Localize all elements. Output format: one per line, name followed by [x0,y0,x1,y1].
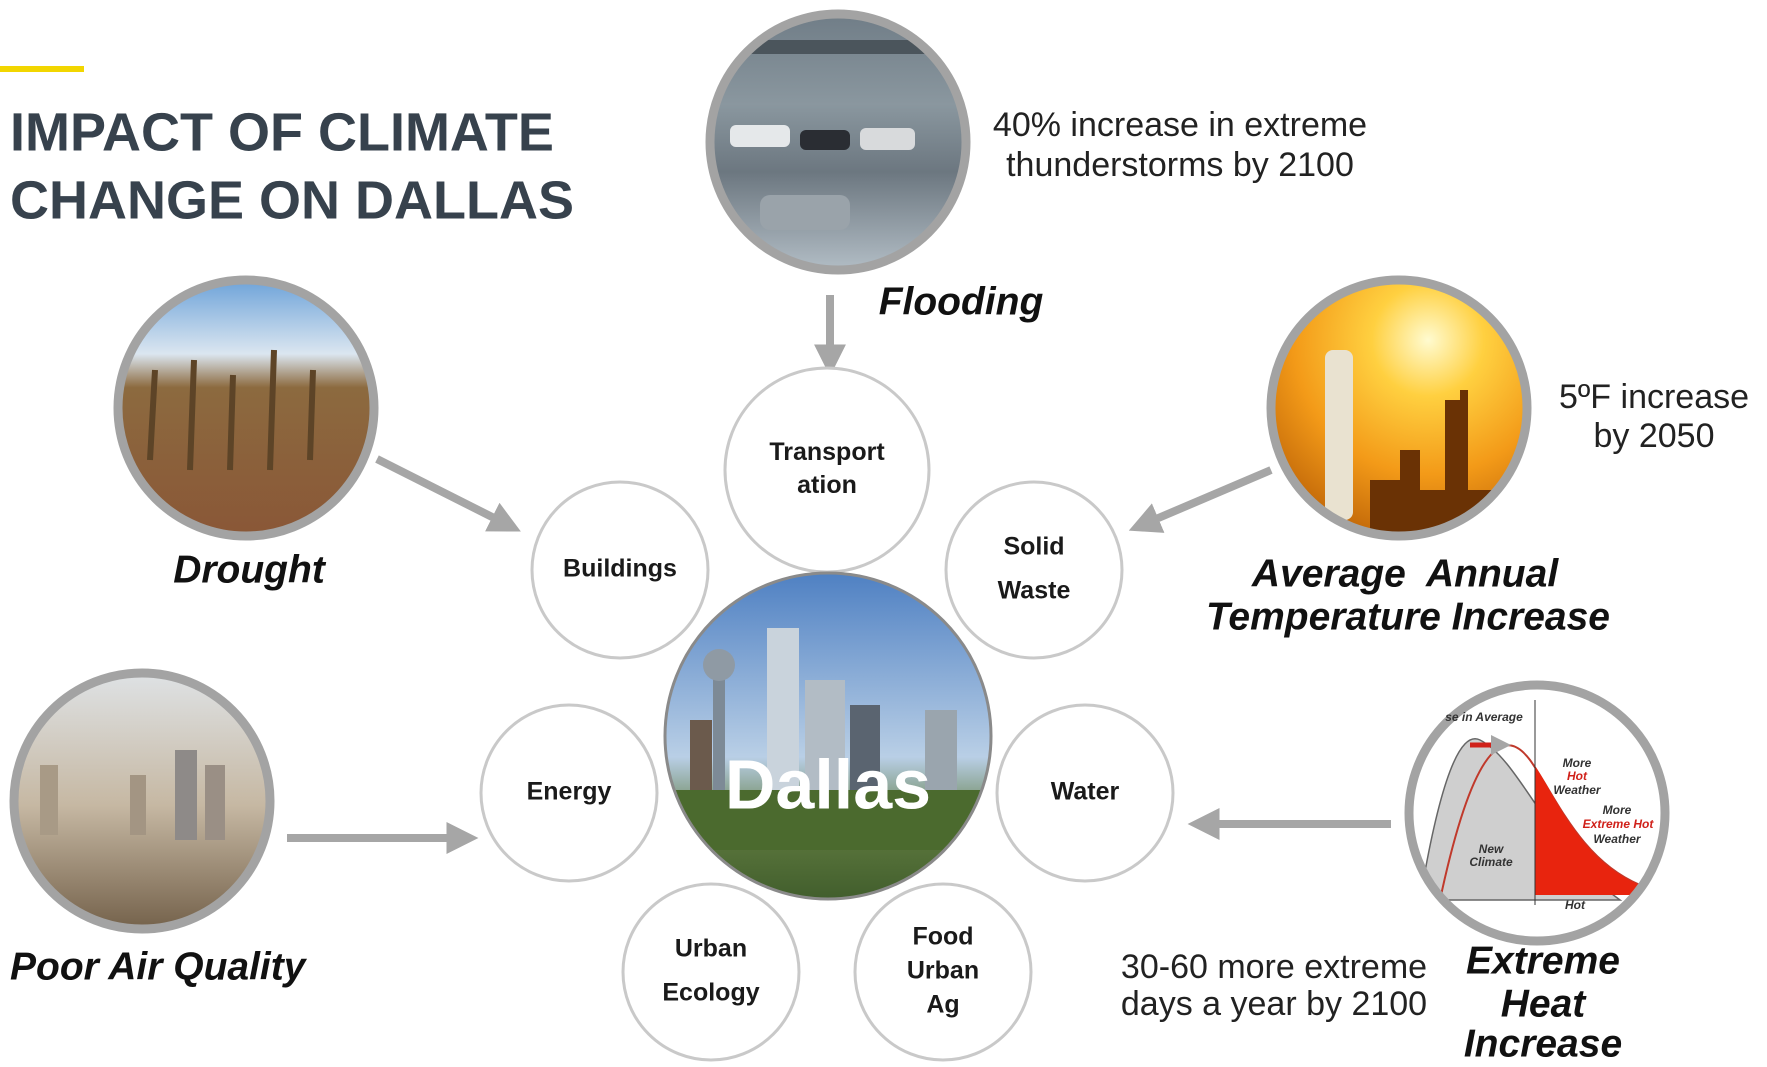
hazard-note: 5ºF increase [1559,378,1749,416]
sector-label: Water [1051,778,1120,806]
sector-label: Ag [926,991,959,1019]
chart-text: Weather [1593,832,1641,846]
hazard-label: Heat [1501,982,1588,1025]
temperature-image [1260,270,1540,550]
title: CHANGE ON DALLAS [10,170,574,230]
chart-text: More [1563,756,1592,770]
diagram: IMPACT OF CLIMATE CHANGE ON DALLAS [0,0,1767,1062]
title: IMPACT OF CLIMATE [10,102,554,162]
sector-label: Urban [675,935,747,963]
hazard-label: Increase [1464,1022,1622,1062]
hazard-label: Extreme [1466,939,1620,982]
hazard-note: 30-60 more extreme [1121,948,1427,986]
sector-circle [623,884,799,1060]
hazard-label: Flooding [879,280,1044,323]
accent-bar [0,66,84,72]
chart-text: Hot [1565,898,1586,912]
hazard-note: days a year by 2100 [1121,985,1427,1023]
chart-text: se in Average [1445,710,1523,724]
heat-chart-image [1400,680,1680,950]
hazard-label: Drought [173,548,327,591]
arrow [1142,470,1271,525]
sector-circle [725,368,929,572]
center-label: Dallas [725,745,931,823]
sector-label: Solid [1003,533,1064,561]
arrow [377,459,508,525]
chart-text: Extreme Hot [1583,817,1655,831]
sector-label: Food [912,923,973,951]
sector-label: Waste [998,577,1071,605]
sector-label: Ecology [662,979,759,1007]
hazard-note: thunderstorms by 2100 [1006,146,1354,184]
sector-label: Energy [527,778,612,806]
flooding-image [700,10,980,280]
sector-label: Buildings [563,555,677,583]
sector-label: ation [797,471,857,499]
sector-label: Transport [769,438,885,466]
chart-text: New [1479,842,1504,856]
sector-circle [946,482,1122,658]
chart-text: More [1603,803,1632,817]
drought-image [110,270,390,550]
chart-text: Hot [1567,769,1588,783]
hazard-label: Temperature Increase [1206,595,1610,638]
hazard-label: Average Annual [1251,552,1559,595]
chart-text: Climate [1469,855,1513,869]
hazard-note: by 2050 [1594,417,1715,455]
chart-text: Weather [1553,783,1601,797]
sector-label: Urban [907,957,979,985]
hazard-label: Poor Air Quality [10,945,308,988]
page: {"header": {"title_lines": ["IMPACT OF C… [0,0,1767,1062]
hazard-note: 40% increase in extreme [993,106,1367,144]
